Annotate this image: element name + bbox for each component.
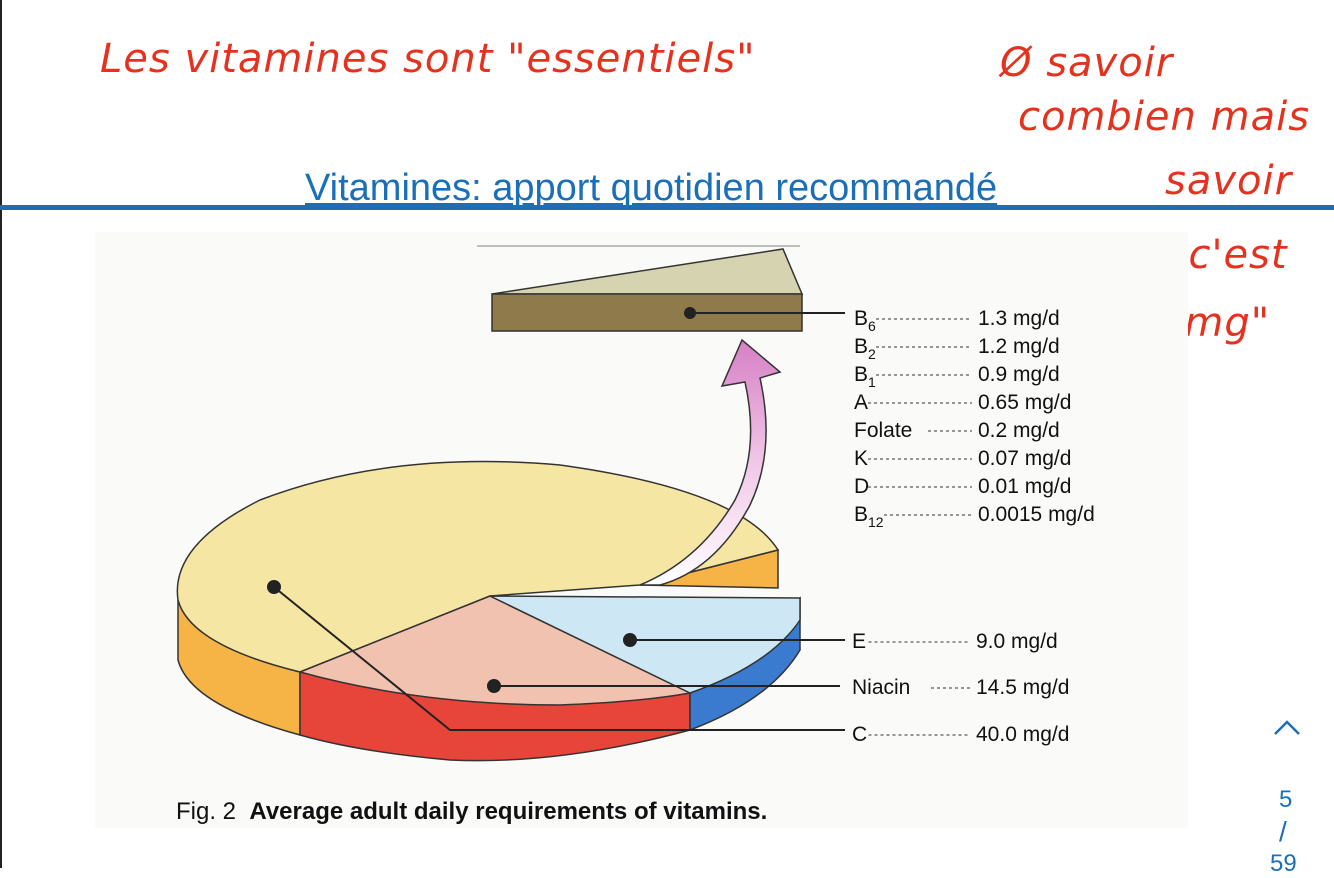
explode-arrow bbox=[639, 338, 782, 586]
minor-value-5: 0.07 mg/d bbox=[978, 447, 1071, 470]
minor-value-4: 0.2 mg/d bbox=[978, 419, 1060, 442]
title-rule bbox=[0, 205, 1334, 210]
page-total: 59 bbox=[1270, 850, 1297, 877]
minor-name-4: Folate bbox=[854, 419, 912, 442]
minor-name-5: K bbox=[854, 447, 868, 470]
slice-value-niacin: 14.5 mg/d bbox=[976, 676, 1069, 699]
slice-name-e: E bbox=[852, 630, 866, 653]
minor-value-3: 0.65 mg/d bbox=[978, 391, 1071, 414]
slice-name-niacin: Niacin bbox=[852, 676, 910, 699]
slice-value-e: 9.0 mg/d bbox=[976, 630, 1058, 653]
minor-name-6: D bbox=[854, 475, 869, 498]
annotation-right-3: savoir bbox=[1165, 158, 1293, 204]
annotation-left: Les vitamines sont "essentiels" bbox=[100, 36, 756, 82]
pie-slice-e bbox=[489, 595, 801, 694]
slide-left-border bbox=[0, 0, 2, 868]
minor-value-2: 0.9 mg/d bbox=[978, 363, 1060, 386]
major-vitamin-labels: C 40.0 mg/d Niacin 14.5 mg/d E 9.0 mg/d bbox=[852, 630, 1069, 746]
minor-name-7: B12 bbox=[854, 503, 884, 530]
leader-c bbox=[273, 586, 845, 731]
minor-name-0: B6 bbox=[854, 307, 876, 334]
caption-text: Average adult daily requirements of vita… bbox=[249, 798, 768, 825]
minor-name-3: A bbox=[854, 391, 868, 414]
minor-value-6: 0.01 mg/d bbox=[978, 475, 1071, 498]
minor-vitamin-labels: B6 1.3 mg/d B2 1.2 mg/d B1 0.9 mg/d A 0.65 mg/d… bbox=[854, 307, 1095, 530]
minor-value-0: 1.3 mg/d bbox=[978, 307, 1060, 330]
figure-caption: Fig. 2 Average adult daily requirements … bbox=[176, 798, 767, 826]
exploded-slice-top bbox=[491, 248, 804, 295]
page-separator: / bbox=[1279, 816, 1287, 847]
annotation-right-1: Ø savoir bbox=[1000, 40, 1174, 86]
minor-value-7: 0.0015 mg/d bbox=[978, 503, 1095, 526]
minor-name-1: B2 bbox=[854, 335, 876, 362]
minor-value-1: 1.2 mg/d bbox=[978, 335, 1060, 358]
slide-title: Vitamines: apport quotidien recommandé bbox=[305, 167, 998, 209]
caption-prefix: Fig. 2 bbox=[176, 798, 237, 825]
slice-name-c: C bbox=[852, 723, 867, 746]
minor-name-2: B1 bbox=[854, 363, 876, 390]
pie-slice-niacin bbox=[297, 595, 693, 706]
pie-slice-c bbox=[176, 460, 780, 673]
page-current: 5 bbox=[1279, 786, 1293, 813]
slice-value-c: 40.0 mg/d bbox=[976, 723, 1069, 746]
annotation-right-2: combien mais bbox=[1018, 94, 1311, 140]
